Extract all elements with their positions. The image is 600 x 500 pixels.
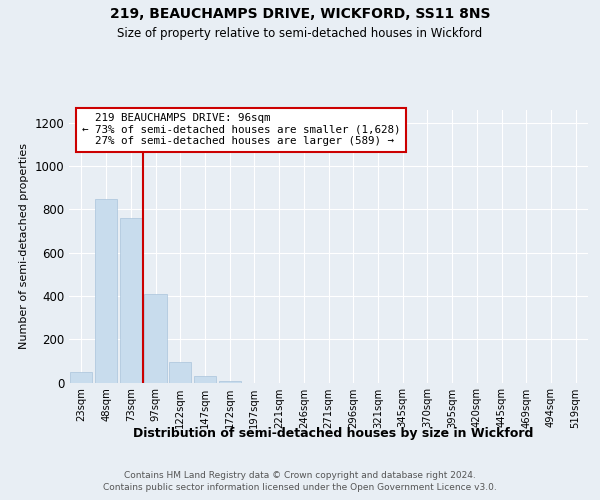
Bar [70, 372, 92, 382]
Bar [95, 198, 117, 382]
Text: Size of property relative to semi-detached houses in Wickford: Size of property relative to semi-detach… [118, 28, 482, 40]
Bar [169, 362, 191, 382]
Bar [119, 218, 142, 382]
Y-axis label: Number of semi-detached properties: Number of semi-detached properties [19, 143, 29, 349]
Text: Contains HM Land Registry data © Crown copyright and database right 2024.
Contai: Contains HM Land Registry data © Crown c… [103, 471, 497, 492]
Text: 219, BEAUCHAMPS DRIVE, WICKFORD, SS11 8NS: 219, BEAUCHAMPS DRIVE, WICKFORD, SS11 8N… [110, 8, 490, 22]
Bar [194, 376, 216, 382]
Bar [145, 294, 167, 382]
Text: 219 BEAUCHAMPS DRIVE: 96sqm
← 73% of semi-detached houses are smaller (1,628)
  : 219 BEAUCHAMPS DRIVE: 96sqm ← 73% of sem… [82, 113, 400, 146]
Text: Distribution of semi-detached houses by size in Wickford: Distribution of semi-detached houses by … [133, 428, 533, 440]
